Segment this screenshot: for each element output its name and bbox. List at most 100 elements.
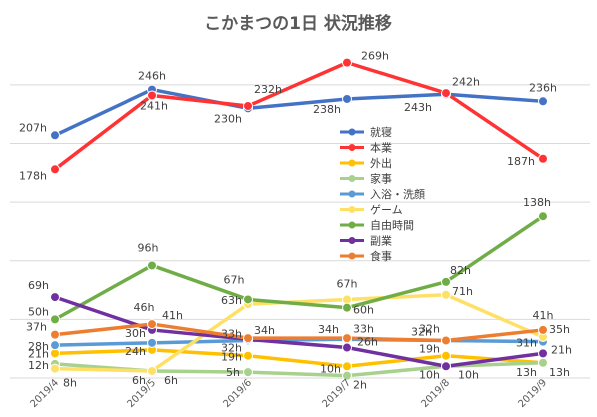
data-point (342, 294, 352, 305)
data-point (243, 294, 253, 305)
chart-title: こかまつの1日 状況推移 (204, 13, 392, 34)
data-label: 28h (28, 340, 49, 353)
data-label: 13h (549, 366, 570, 379)
data-label: 207h (19, 121, 47, 134)
data-point (441, 289, 451, 300)
data-point (50, 130, 60, 141)
x-axis-ticks: 2019/4 2019/5 2019/6 2019/7 2019/8 2019/9 (28, 377, 549, 410)
data-label: 34h (254, 324, 275, 337)
data-label: 187h (507, 155, 535, 168)
data-point (50, 329, 60, 340)
data-label: 242h (452, 75, 480, 88)
data-label: 246h (138, 70, 166, 83)
legend-label: 入浴・洗顔 (370, 187, 425, 201)
data-point (441, 350, 451, 361)
legend-swatch-marker (348, 144, 356, 151)
data-point (342, 93, 352, 104)
data-label: 5h (226, 366, 240, 379)
data-label: 32h (411, 325, 432, 338)
data-label: 6h (164, 374, 178, 387)
data-point (50, 164, 60, 175)
legend-swatch-marker (348, 221, 356, 229)
data-label: 236h (529, 81, 557, 94)
legend-swatch-marker (348, 206, 356, 213)
data-label: 34h (318, 323, 339, 336)
data-label: 13h (516, 366, 537, 379)
data-point (342, 57, 352, 68)
data-label: 96h (138, 241, 159, 254)
series-lines (53, 60, 545, 378)
data-label: 178h (19, 169, 47, 182)
data-label: 2h (353, 379, 367, 392)
legend-label: 食事 (370, 249, 392, 263)
data-label: 67h (224, 273, 245, 286)
data-label: 32h (221, 341, 242, 354)
data-point (147, 365, 157, 376)
data-point (441, 276, 451, 287)
data-point (50, 340, 60, 351)
data-label: 60h (353, 304, 374, 317)
data-point (147, 260, 157, 271)
data-label: 41h (162, 309, 183, 322)
data-label: 67h (337, 277, 358, 290)
data-label: 10h (458, 368, 479, 381)
data-point (342, 333, 352, 344)
data-point (342, 342, 352, 353)
data-label: 32h (419, 322, 440, 335)
x-tick-label: 2019/6 (221, 377, 254, 410)
data-label: 243h (404, 101, 432, 114)
legend-label: 家事 (370, 172, 392, 186)
data-label: 269h (361, 50, 389, 63)
x-tick-label: 2019/8 (419, 377, 452, 410)
data-point (538, 357, 548, 368)
legend-label: ゲーム (370, 204, 403, 217)
data-point (538, 348, 548, 359)
data-point (243, 350, 253, 361)
data-label: 10h (320, 362, 341, 375)
series-line (53, 322, 545, 343)
data-labels: 207h 246h 230h 238h 242h 236h 178h 241h 232h 269h… (19, 50, 572, 392)
data-point (50, 348, 60, 359)
data-point (342, 370, 352, 381)
data-label: 138h (523, 196, 551, 209)
series-line (53, 214, 545, 322)
data-label: 232h (254, 83, 282, 96)
data-point (147, 90, 157, 101)
legend-label: 自由時間 (370, 218, 414, 232)
data-label: 10h (419, 368, 440, 381)
x-tick-label: 2019/4 (28, 377, 61, 410)
data-point (441, 361, 451, 372)
data-label: 30h (125, 327, 146, 340)
data-label: 238h (313, 103, 341, 116)
data-label: 6h (132, 374, 146, 387)
data-point (538, 324, 548, 335)
data-point (243, 333, 253, 344)
legend-label: 副業 (370, 235, 392, 248)
data-label: 33h (353, 322, 374, 335)
data-label: 31h (516, 337, 537, 350)
series-points (50, 57, 548, 381)
data-label: 37h (26, 321, 47, 334)
data-label: 19h (221, 351, 242, 364)
series-line (53, 337, 545, 347)
data-label: 41h (533, 309, 554, 322)
data-point (50, 363, 60, 374)
x-tick-label: 2019/9 (516, 377, 549, 410)
series-line (53, 60, 545, 172)
series-line (53, 348, 545, 369)
legend-label: 就寝 (370, 125, 392, 139)
data-point (538, 211, 548, 222)
data-label: 21h (28, 347, 49, 360)
data-point (342, 302, 352, 313)
data-label: 82h (450, 264, 471, 277)
legend-swatch-marker (348, 190, 356, 198)
series-line (53, 87, 545, 138)
data-point (538, 153, 548, 164)
legend-swatch-marker (348, 252, 356, 260)
data-label: 8h (63, 377, 77, 390)
data-label: 46h (134, 301, 155, 314)
x-tick-label: 2019/7 (320, 377, 353, 410)
data-label: 26h (357, 336, 378, 349)
legend-label: 本業 (370, 141, 392, 155)
